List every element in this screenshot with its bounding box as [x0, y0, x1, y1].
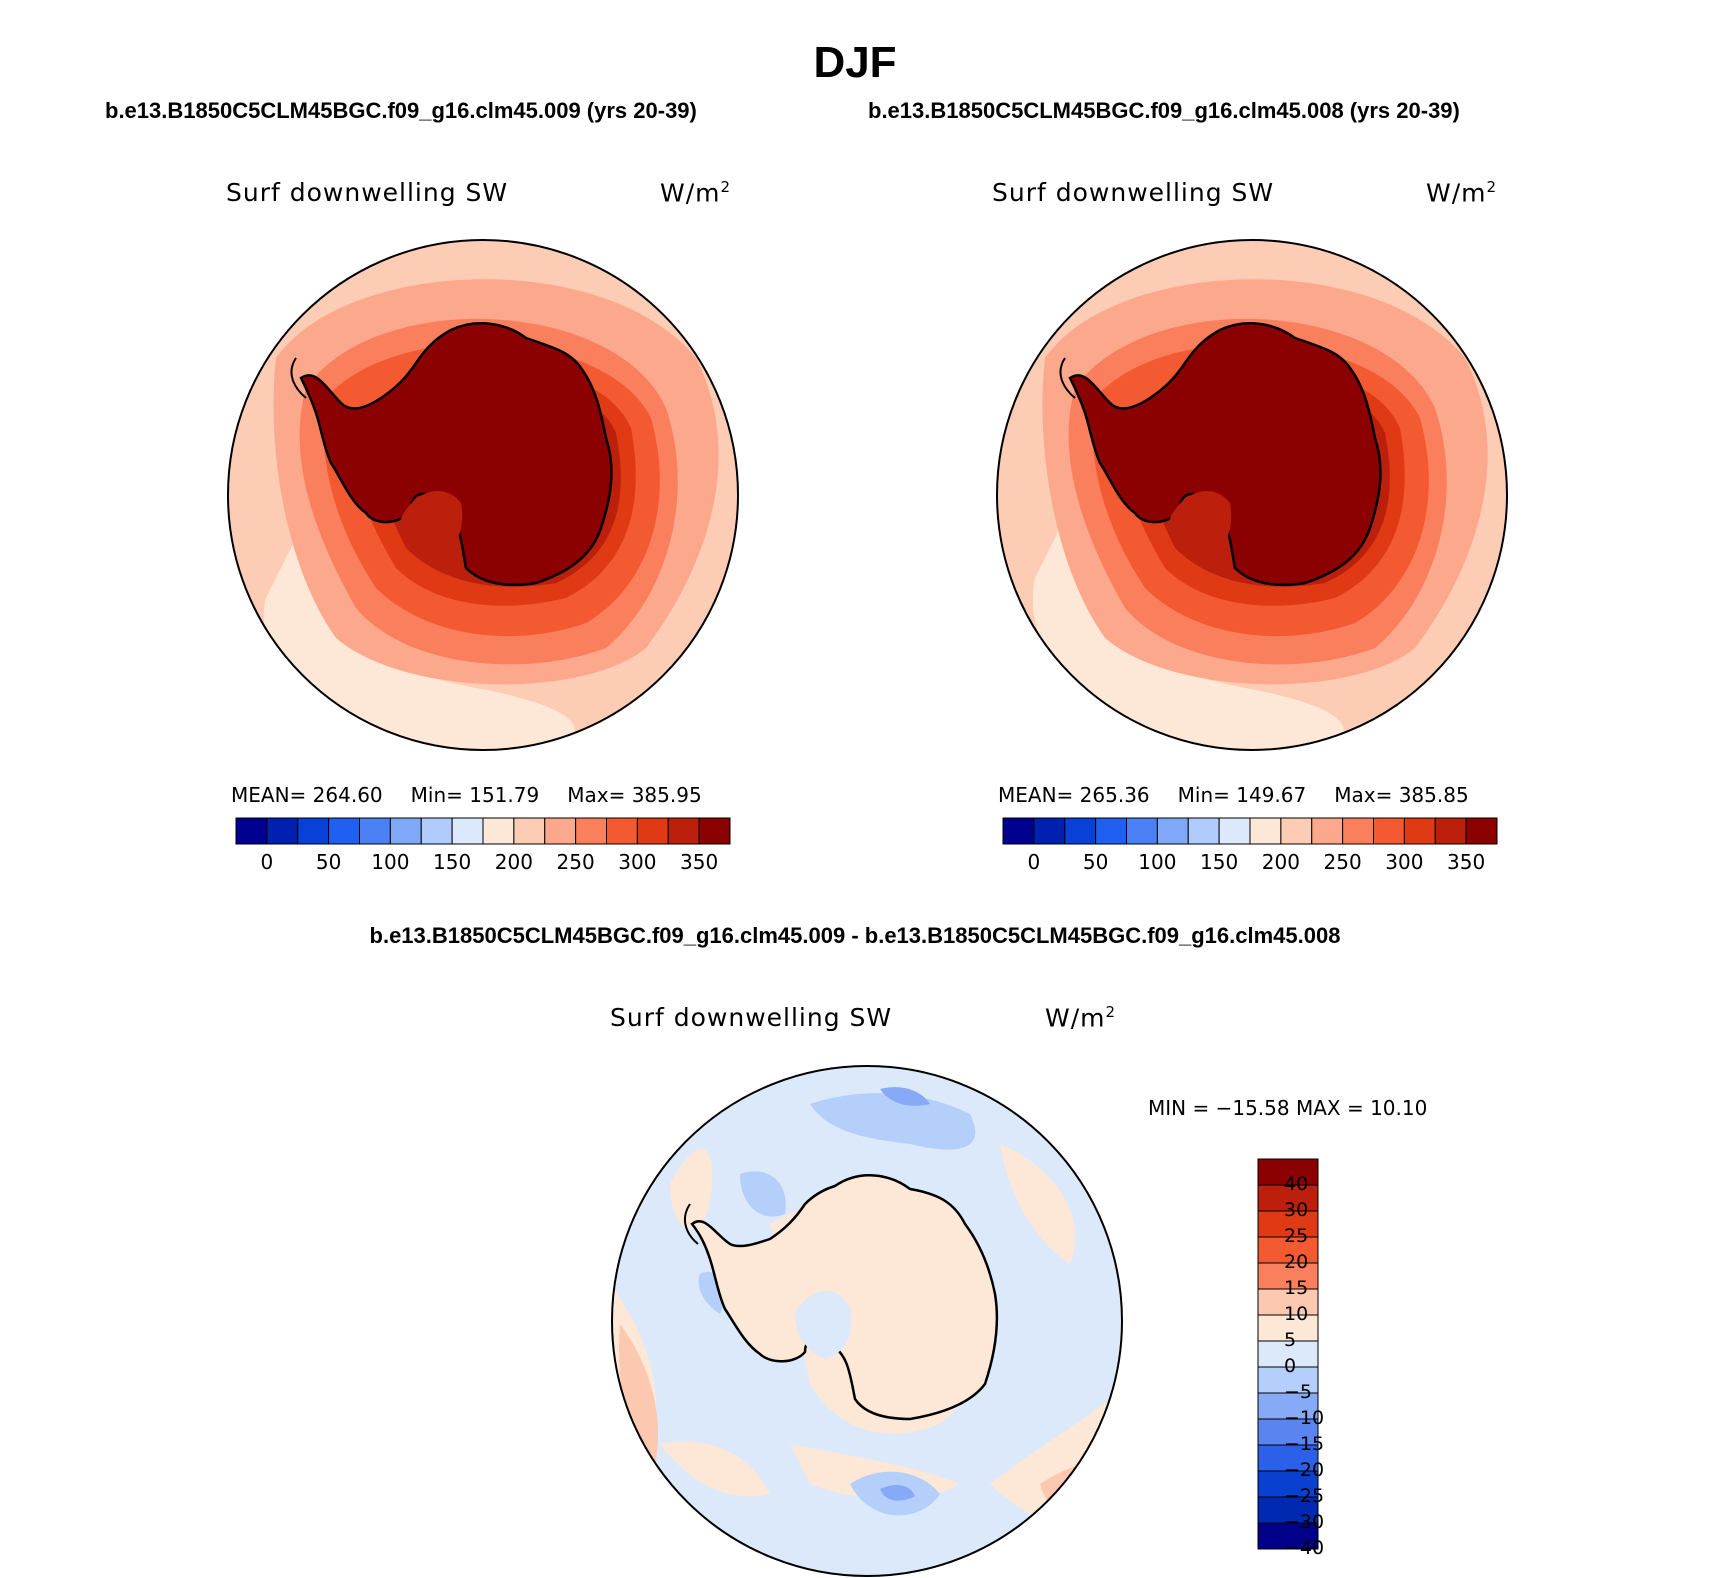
colorbar-swatch: [1257, 1288, 1319, 1316]
colorbar-swatch: [606, 817, 638, 845]
colorbar-swatch: [1033, 817, 1066, 845]
colorbar-tick-label: 15: [1284, 1277, 1309, 1299]
colorbar-swatch: [1280, 817, 1313, 845]
colorbar-swatch: [420, 817, 453, 845]
difference-variable: Surf downwelling SW: [610, 1003, 893, 1032]
colorbar-tick-label: 350: [1447, 850, 1486, 874]
colorbar-tick-label: 150: [1200, 850, 1239, 874]
colorbar-swatch: [1257, 1262, 1319, 1290]
colorbar-swatch: [1126, 817, 1158, 845]
panel-b-units: W/m2: [1426, 178, 1498, 208]
colorbar-tick-label: −20: [1284, 1459, 1325, 1481]
colorbar-tick-label: 100: [1138, 850, 1177, 874]
colorbar-tick-label: 200: [1261, 850, 1300, 874]
colorbar-swatch: [1311, 817, 1344, 845]
colorbar-swatch: [636, 817, 669, 845]
colorbar-swatch: [575, 817, 607, 845]
colorbar-tick-label: 350: [680, 850, 719, 874]
colorbar-tick-label: 50: [315, 850, 342, 874]
colorbar-tick-label: 5: [1284, 1329, 1297, 1351]
antarctica-coastline-b: [1068, 322, 1382, 587]
colorbar-swatch: [1257, 1210, 1319, 1238]
case-b-title: b.e13.B1850C5CLM45BGC.f09_g16.clm45.008 …: [868, 98, 1460, 123]
colorbar-swatch: [513, 817, 546, 845]
antarctica-coastline-a: [299, 322, 613, 587]
colorbar-tick-label: −5: [1284, 1381, 1313, 1403]
panel-a-map: [227, 239, 739, 751]
colorbar-tick-label: 0: [1284, 1355, 1297, 1377]
panel-b-map: [996, 239, 1508, 751]
colorbar-tick-label: 300: [1385, 850, 1424, 874]
colorbar-tick-label: −40: [1284, 1537, 1325, 1559]
colorbar-tick-label: 250: [556, 850, 595, 874]
colorbar-swatch: [1403, 817, 1436, 845]
colorbar-swatch: [1257, 1158, 1319, 1186]
colorbar-swatch: [359, 817, 391, 845]
colorbar-swatch: [1257, 1340, 1319, 1368]
difference-title: b.e13.B1850C5CLM45BGC.f09_g16.clm45.009 …: [369, 923, 1341, 948]
colorbar-swatch: [698, 817, 731, 845]
colorbar-swatch: [1465, 817, 1498, 845]
difference-units: W/m2: [1045, 1003, 1117, 1033]
colorbar-swatch: [1218, 817, 1251, 845]
colorbar-tick-label: 0: [1027, 850, 1041, 874]
colorbar-swatch: [1257, 1522, 1319, 1550]
colorbar-swatch: [1156, 817, 1189, 845]
panel-a-stats: MEAN= 264.60 Min= 151.79 Max= 385.95: [231, 783, 702, 807]
colorbar-tick-label: 25: [1284, 1225, 1309, 1247]
colorbar-tick-label: −15: [1284, 1433, 1325, 1455]
panel-a-colorbar: [235, 817, 731, 845]
colorbar-swatch: [1257, 1418, 1319, 1446]
case-a-title: b.e13.B1850C5CLM45BGC.f09_g16.clm45.009 …: [105, 98, 697, 123]
colorbar-tick-label: 50: [1082, 850, 1109, 874]
colorbar-swatch: [235, 817, 268, 845]
colorbar-tick-label: 0: [260, 850, 274, 874]
panel-b-variable: Surf downwelling SW: [992, 178, 1275, 207]
colorbar-swatch: [1257, 1236, 1319, 1264]
main-title: DJF: [813, 38, 897, 87]
panel-a-units: W/m2: [660, 178, 732, 208]
colorbar-tick-label: 300: [618, 850, 657, 874]
colorbar-tick-label: −10: [1284, 1407, 1325, 1429]
colorbar-swatch: [451, 817, 484, 845]
colorbar-swatch: [1342, 817, 1374, 845]
colorbar-swatch: [266, 817, 299, 845]
colorbar-swatch: [1002, 817, 1035, 845]
colorbar-tick-label: 100: [371, 850, 410, 874]
colorbar-swatch: [1187, 817, 1220, 845]
colorbar-swatch: [297, 817, 330, 845]
colorbar-tick-label: 150: [433, 850, 472, 874]
difference-map: [611, 1065, 1123, 1577]
difference-colorbar: [1257, 1158, 1319, 1550]
colorbar-swatch: [1064, 817, 1097, 845]
colorbar-tick-label: 30: [1284, 1199, 1309, 1221]
colorbar-tick-label: −25: [1284, 1485, 1325, 1507]
colorbar-swatch: [544, 817, 577, 845]
colorbar-swatch: [1434, 817, 1467, 845]
colorbar-swatch: [1257, 1444, 1319, 1472]
panel-a-variable: Surf downwelling SW: [226, 178, 509, 207]
colorbar-swatch: [1095, 817, 1127, 845]
colorbar-swatch: [1257, 1496, 1319, 1524]
panel-b-stats: MEAN= 265.36 Min= 149.67 Max= 385.85: [998, 783, 1469, 807]
colorbar-tick-label: 20: [1284, 1251, 1309, 1273]
colorbar-swatch: [1249, 817, 1282, 845]
colorbar-tick-label: 40: [1284, 1173, 1309, 1195]
colorbar-swatch: [1257, 1184, 1319, 1212]
colorbar-swatch: [1257, 1470, 1319, 1498]
colorbar-swatch: [1257, 1366, 1319, 1394]
colorbar-swatch: [482, 817, 515, 845]
colorbar-swatch: [667, 817, 700, 845]
colorbar-tick-label: 200: [494, 850, 533, 874]
colorbar-swatch: [389, 817, 422, 845]
colorbar-tick-label: 10: [1284, 1303, 1309, 1325]
colorbar-tick-label: 250: [1323, 850, 1362, 874]
difference-minmax: MIN = −15.58 MAX = 10.10: [1148, 1096, 1428, 1120]
colorbar-swatch: [1373, 817, 1405, 845]
colorbar-tick-label: −30: [1284, 1511, 1325, 1533]
colorbar-swatch: [328, 817, 360, 845]
panel-b-colorbar: [1002, 817, 1498, 845]
